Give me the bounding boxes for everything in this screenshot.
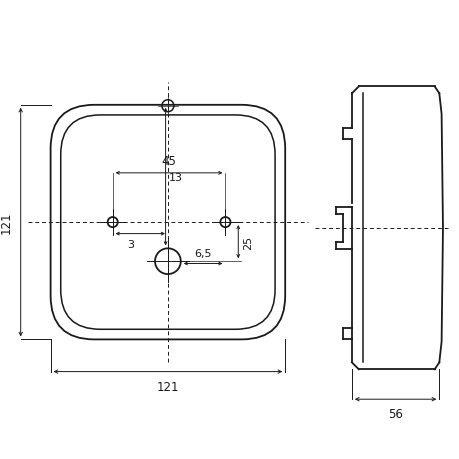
Text: 45: 45 [161, 155, 176, 168]
Text: 25: 25 [242, 235, 252, 249]
Text: 121: 121 [157, 380, 179, 393]
Text: 6,5: 6,5 [194, 248, 212, 258]
Text: 13: 13 [169, 172, 183, 182]
Text: 3: 3 [127, 240, 134, 250]
Text: 56: 56 [387, 407, 402, 420]
Text: 121: 121 [0, 212, 12, 234]
